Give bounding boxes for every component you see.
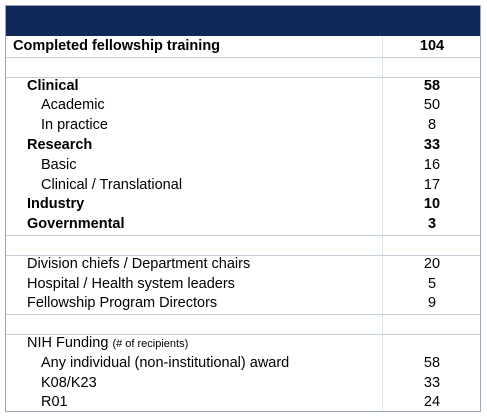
separator [6, 314, 480, 316]
row-value: 104 [419, 38, 445, 54]
row-label: In practice [41, 117, 108, 134]
row-value: 24 [423, 394, 441, 411]
row-label: Basic [41, 156, 77, 173]
row-label: Clinical / Translational [41, 176, 183, 193]
row-label: Clinical [27, 77, 79, 94]
row-value: 50 [423, 97, 441, 114]
row-label: Industry [27, 196, 85, 213]
row-value: 9 [427, 295, 437, 312]
heading-label: NIH Funding [27, 335, 109, 351]
row-label: K08/K23 [41, 374, 97, 391]
row-label: Division chiefs / Department chairs [27, 255, 251, 272]
table-header-bar [6, 6, 480, 36]
row-label: Research [27, 137, 93, 153]
separator [6, 235, 480, 236]
row-value: 33 [423, 374, 441, 391]
row-label: Fellowship Program Directors [27, 295, 218, 312]
row-label: Completed fellowship training [13, 38, 221, 54]
row-value: 10 [423, 196, 441, 213]
heading-note: (# of recipients) [112, 338, 189, 350]
separator [6, 254, 480, 256]
row-label: Hospital / Health system leaders [27, 275, 235, 292]
row-label: Academic [41, 97, 105, 114]
row-value: 58 [423, 354, 441, 371]
row-label: Governmental [27, 216, 125, 233]
row-value: 16 [423, 156, 441, 173]
row-value: 3 [427, 216, 437, 233]
row-value: 8 [427, 117, 437, 134]
separator [6, 76, 480, 78]
row-value: 33 [423, 137, 441, 153]
row-value: 17 [423, 176, 441, 193]
section-heading: NIH Funding (# of recipients) [27, 334, 188, 354]
separator [6, 56, 480, 58]
row-label: Any individual (non-institutional) award [41, 354, 290, 371]
row-value: 5 [427, 275, 437, 292]
row-value: 20 [423, 255, 441, 272]
row-label: R01 [41, 394, 68, 411]
separator [6, 334, 480, 335]
row-value: 58 [423, 77, 441, 94]
column-divider [382, 36, 383, 411]
table: Completed fellowship training 104 Clinical… [5, 5, 481, 412]
